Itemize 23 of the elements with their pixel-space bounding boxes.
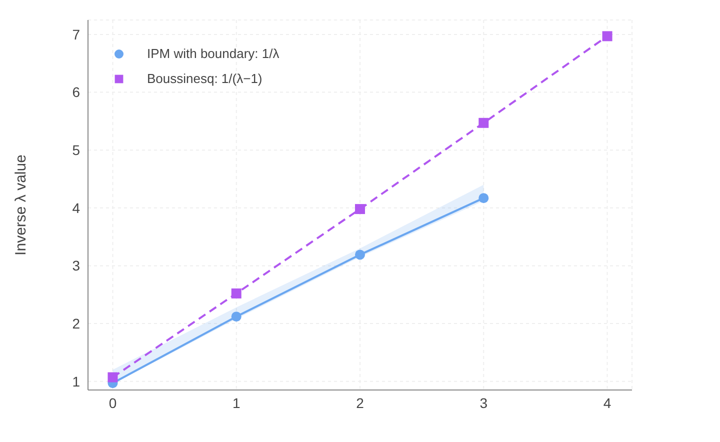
x-tick-label: 3	[480, 394, 488, 411]
y-tick-label: 4	[72, 200, 80, 216]
y-tick-label: 2	[72, 315, 80, 332]
point	[355, 204, 365, 214]
x-tick-label: 2	[356, 394, 364, 411]
y-tick-label: 5	[72, 142, 80, 158]
point	[478, 193, 489, 204]
y-tick-label: 7	[72, 26, 80, 42]
x-tick-label: 0	[108, 394, 117, 411]
legend-label: IPM with boundary: 1/λ	[147, 46, 280, 61]
y-tick-label: 1	[72, 373, 80, 390]
y-axis-title: Inverse λ value	[12, 154, 30, 256]
x-tick-label: 4	[603, 394, 612, 411]
x-tick-label: 1	[232, 394, 240, 411]
point	[602, 31, 612, 42]
y-tick-label: 3	[72, 258, 80, 274]
point	[478, 118, 489, 128]
point	[355, 250, 365, 260]
y-tick-label: 6	[72, 84, 80, 100]
legend-label: Boussinesq: 1/(λ−1)	[147, 71, 262, 86]
point	[231, 312, 242, 322]
point	[231, 288, 242, 298]
point	[108, 372, 118, 382]
